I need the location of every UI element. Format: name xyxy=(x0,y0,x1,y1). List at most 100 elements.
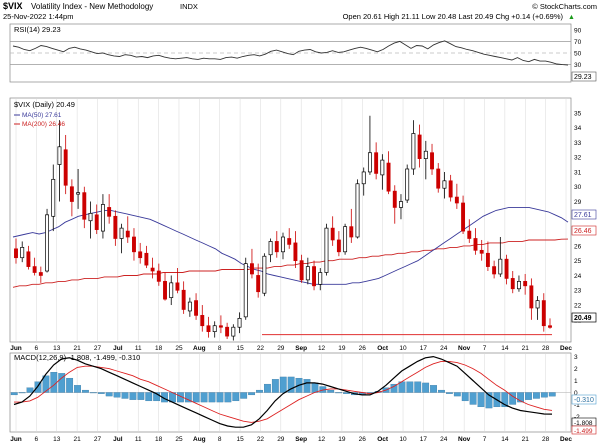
price-x-tick-label: 26 xyxy=(359,345,367,352)
candle-body xyxy=(535,300,540,309)
price-x-tick-label: 8 xyxy=(218,345,222,352)
candle-body xyxy=(312,266,316,287)
candle-body xyxy=(479,249,484,254)
candle-body xyxy=(473,238,478,251)
candle-body xyxy=(510,278,515,290)
candle-body xyxy=(305,266,310,281)
macd-x-tick-label: 7 xyxy=(483,436,487,443)
ma200-value-tag: 26.46 xyxy=(571,225,597,236)
price-tick-label: 22 xyxy=(574,303,582,310)
candle-body xyxy=(436,168,441,189)
candle-body xyxy=(454,196,459,204)
candle-body xyxy=(194,300,199,316)
macd-histogram-bar xyxy=(10,392,18,396)
macd-histogram-bar xyxy=(501,392,509,408)
candle-body xyxy=(355,183,360,238)
svg-text:-0.310: -0.310 xyxy=(574,397,594,404)
macd-x-tick-label: 15 xyxy=(236,436,244,443)
candle-body xyxy=(268,241,273,256)
price-x-tick-label: Oct xyxy=(377,345,389,352)
price-x-tick-label: 18 xyxy=(155,345,163,352)
candle-body xyxy=(206,325,211,332)
candle-body xyxy=(20,247,25,259)
ma50-legend: MA(50) 27.61 xyxy=(22,112,62,119)
candle-body xyxy=(14,248,18,259)
macd-x-tick-label: 14 xyxy=(501,436,509,443)
price-tick-label: 23 xyxy=(574,288,582,295)
candle-body xyxy=(250,263,254,275)
candle-body xyxy=(163,281,167,300)
macd-x-tick-label: 18 xyxy=(155,436,163,443)
macd-histogram-bar xyxy=(406,381,414,393)
macd-x-tick-label: 13 xyxy=(53,436,61,443)
candle-body xyxy=(119,227,124,239)
price-tick-label: 24 xyxy=(574,273,582,280)
candle-body xyxy=(392,190,397,208)
macd-tick-label: 1 xyxy=(574,378,578,385)
macd-histogram-bar xyxy=(216,392,224,403)
candle-body xyxy=(262,255,267,294)
candle-body xyxy=(448,180,453,198)
candle-body xyxy=(336,239,341,253)
candle-body xyxy=(299,260,304,281)
macd-histogram-bar xyxy=(303,379,311,393)
candle-body xyxy=(82,192,87,220)
macd-x-tick-label: Dec xyxy=(560,436,572,443)
candle-body xyxy=(51,178,56,217)
candle-body xyxy=(94,214,99,230)
price-panel-frame xyxy=(9,97,572,343)
price-x-tick-label: Sep xyxy=(295,345,307,352)
candle-body xyxy=(113,215,118,239)
price-x-tick-label: 6 xyxy=(35,345,39,352)
candle-body xyxy=(175,282,180,291)
candle-body xyxy=(76,192,81,195)
candle-body xyxy=(32,266,37,273)
price-tick-label: 34 xyxy=(574,125,582,132)
price-x-tick-label: 14 xyxy=(501,345,509,352)
candle-body xyxy=(405,168,410,201)
macd-histogram-bar xyxy=(137,392,145,400)
svg-text:26.46: 26.46 xyxy=(574,228,592,235)
macd-histogram-bar xyxy=(256,389,263,393)
price-title: $VIX (Daily) 20.49 xyxy=(14,100,75,109)
candle-body xyxy=(498,258,503,275)
macd-x-tick-label: Jul xyxy=(113,436,123,443)
macd-histogram-bar xyxy=(34,381,42,393)
candle-body xyxy=(380,159,385,176)
candle-body xyxy=(69,186,74,202)
macd-histogram-bar xyxy=(461,392,469,402)
macd-histogram-bar xyxy=(153,392,161,402)
macd-x-tick-label: 19 xyxy=(338,436,346,443)
price-x-tick-label: Jun xyxy=(10,345,22,352)
candle-body xyxy=(57,146,62,165)
macd-histogram-bar xyxy=(97,392,105,394)
candle-body xyxy=(467,230,472,239)
candle-body xyxy=(156,270,161,282)
candle-body xyxy=(461,202,466,232)
svg-text:20.49: 20.49 xyxy=(574,315,592,322)
macd-x-tick-label: 22 xyxy=(257,436,265,443)
rsi-tick-label: 90 xyxy=(574,27,582,34)
price-tick-label: 33 xyxy=(574,140,582,147)
candle-body xyxy=(231,326,236,337)
macd-line xyxy=(13,355,553,428)
candle-body xyxy=(430,152,434,170)
macd-x-tick-label: 6 xyxy=(35,436,39,443)
candle-body xyxy=(442,180,447,189)
macd-histogram-bar xyxy=(517,392,525,403)
macd-histogram-bar xyxy=(208,392,216,403)
macd-x-tick-label: 17 xyxy=(420,436,428,443)
candle-body xyxy=(349,226,354,238)
price-x-tick-label: 24 xyxy=(440,345,448,352)
macd-x-tick-label: 11 xyxy=(135,436,142,443)
candle-body xyxy=(367,152,372,173)
price-x-tick-label: 7 xyxy=(483,345,487,352)
macd-x-tick-label: 21 xyxy=(73,436,81,443)
svg-text:-1.499: -1.499 xyxy=(574,428,593,435)
price-x-tick-label: 15 xyxy=(236,345,244,352)
price-x-tick-label: 28 xyxy=(542,345,550,352)
macd-histogram-bar xyxy=(311,382,319,393)
macd-histogram-bar xyxy=(113,392,121,398)
macd-histogram-bar xyxy=(485,392,493,409)
